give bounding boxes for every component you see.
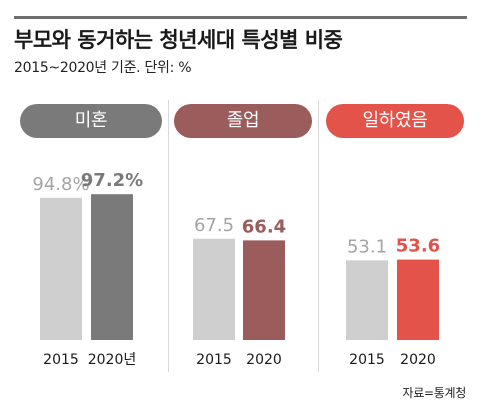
value-label-graduated-0: 67.5	[194, 215, 234, 236]
panel-divider-1	[168, 100, 169, 372]
category-label-graduated-1: 2020	[246, 352, 282, 368]
panel-label-graduated: 졸업	[174, 104, 312, 138]
bar-employed-2020	[397, 259, 439, 340]
value-label-employed-0: 53.1	[347, 236, 387, 257]
category-label-unmarried-1: 2020년	[88, 352, 137, 368]
top-rule	[14, 16, 467, 19]
value-label-employed-1: 53.6	[396, 236, 440, 257]
value-label-graduated-1: 66.4	[242, 216, 286, 237]
panel-label-unmarried: 미혼	[20, 104, 162, 138]
value-label-unmarried-1: 97.2%	[81, 170, 143, 191]
category-label-unmarried-0: 2015	[43, 352, 79, 368]
bar-employed-2015	[346, 260, 388, 340]
bar-unmarried-2015	[40, 197, 82, 340]
category-label-graduated-0: 2015	[196, 352, 232, 368]
category-label-employed-0: 2015	[349, 352, 385, 368]
bar-graduated-2015	[193, 238, 235, 340]
panel-divider-2	[318, 100, 319, 372]
source-note: 자료=통계청	[402, 386, 467, 400]
category-label-employed-1: 2020	[400, 352, 436, 368]
panel-label-employed: 일하였음	[326, 104, 464, 138]
bar-unmarried-2020	[91, 194, 133, 340]
value-label-unmarried-0: 94.8%	[32, 174, 89, 195]
chart-subtitle: 2015~2020년 기준. 단위: %	[14, 60, 192, 76]
bar-graduated-2020	[243, 240, 285, 340]
chart-title: 부모와 동거하는 청년세대 특성별 비중	[14, 28, 343, 52]
